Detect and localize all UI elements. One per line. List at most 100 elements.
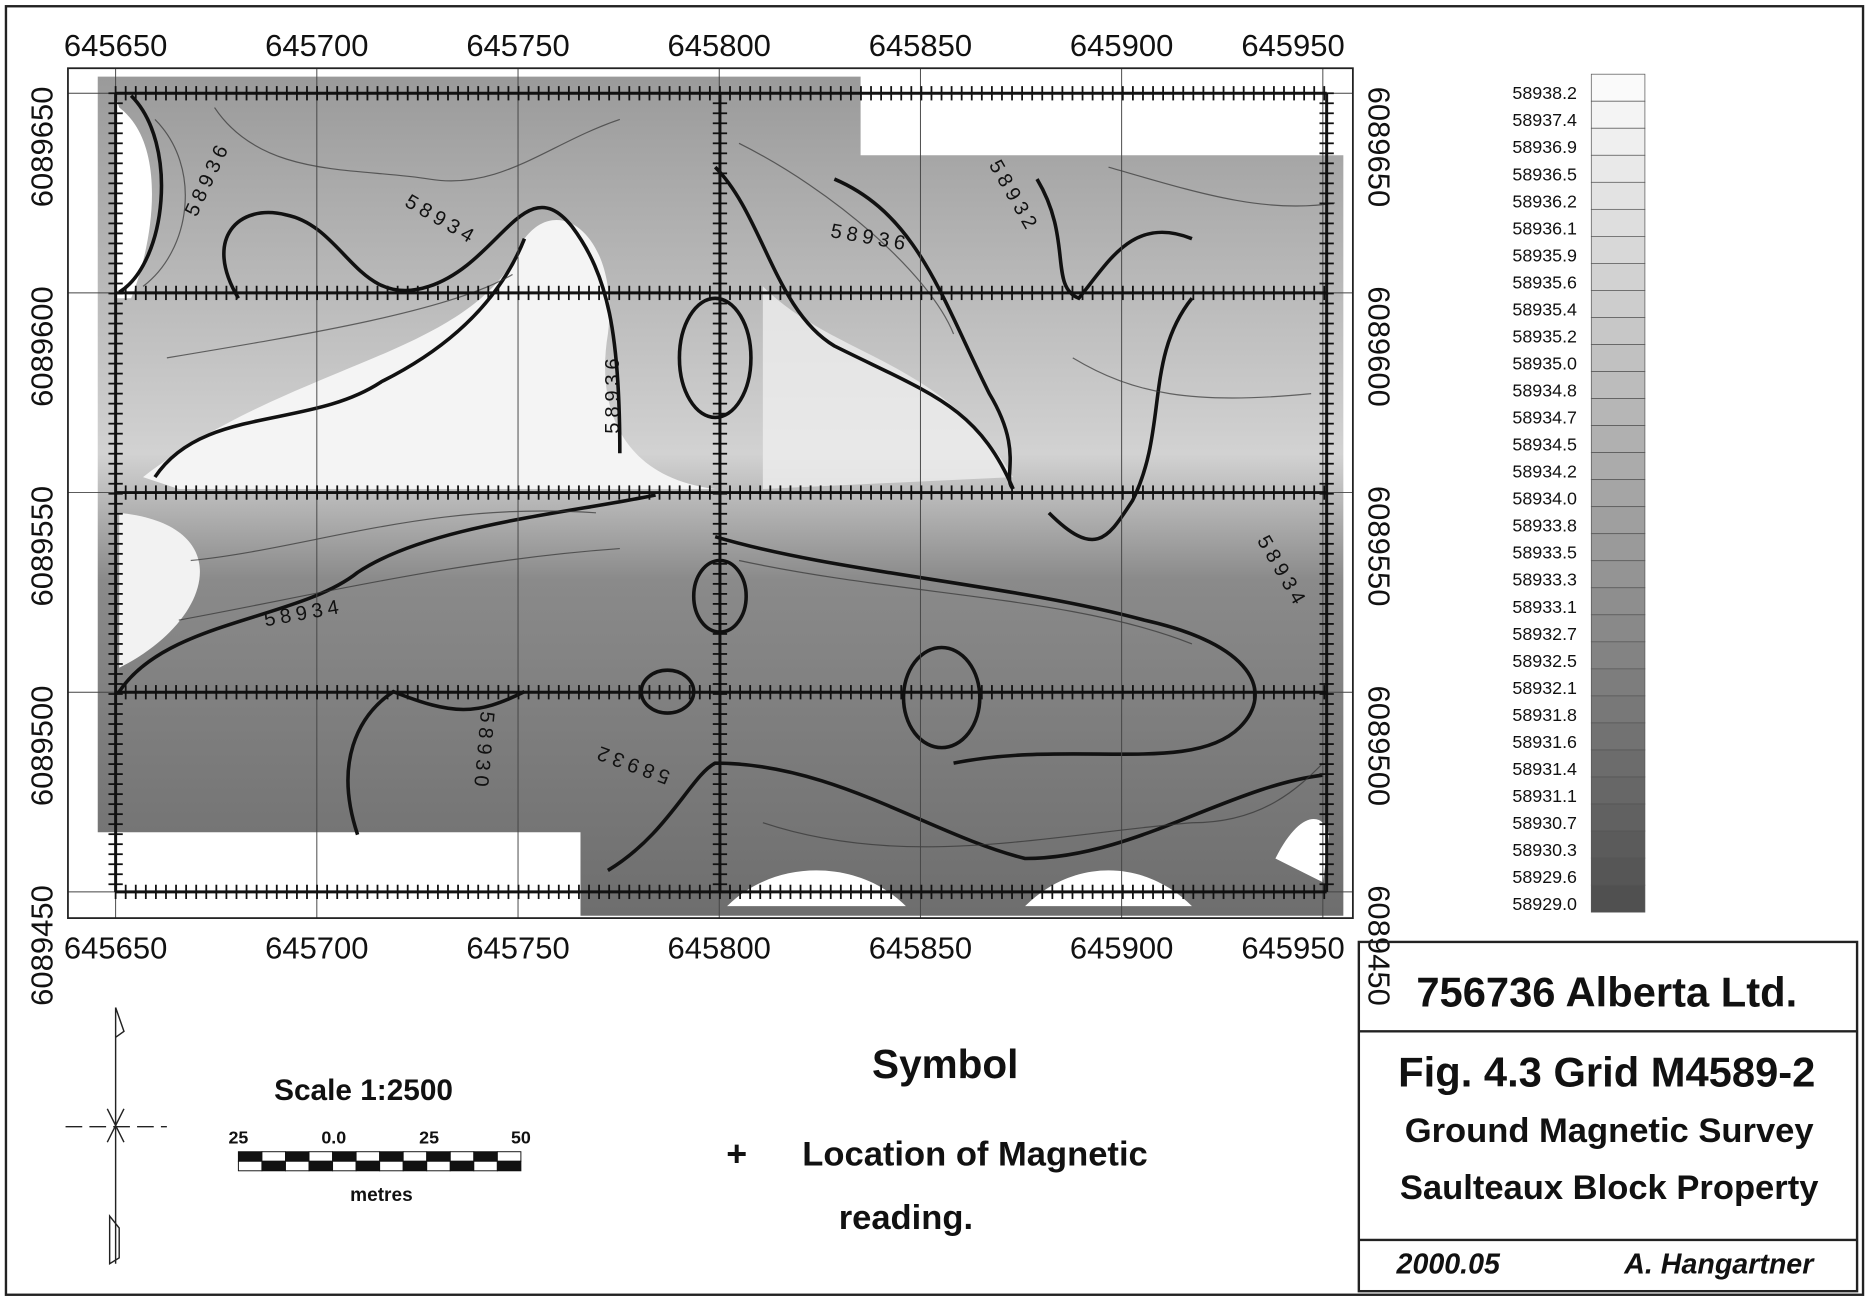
- legend-swatch: [1590, 236, 1646, 264]
- x-coordinate-label: 645900: [1070, 28, 1173, 63]
- legend-label: 58931.6: [1512, 732, 1577, 752]
- legend-label: 58930.7: [1512, 813, 1577, 833]
- legend-swatch: [1590, 317, 1646, 345]
- legend-label: 58936.1: [1512, 218, 1577, 238]
- legend-swatch: [1590, 479, 1646, 508]
- legend-label: 58932.5: [1512, 651, 1577, 671]
- x-coordinate-label: 645750: [466, 930, 569, 965]
- scale-segment: [355, 1151, 381, 1162]
- x-coordinate-label: 645850: [869, 930, 972, 965]
- x-coordinate-label: 645850: [869, 28, 972, 63]
- x-coordinate-label: 645700: [265, 930, 368, 965]
- scale-segment: [402, 1160, 428, 1172]
- x-coordinate-label: 645800: [668, 930, 771, 965]
- scale-segment: [332, 1160, 357, 1172]
- legend-swatch: [1590, 154, 1646, 183]
- scale-segment: [426, 1151, 451, 1162]
- legend-swatch: [1590, 181, 1646, 210]
- legend-label: 58935.2: [1512, 326, 1577, 346]
- legend-swatch: [1590, 398, 1646, 426]
- scale-segment: [426, 1160, 451, 1172]
- legend-swatch: [1590, 803, 1646, 832]
- legend-swatch: [1590, 857, 1646, 886]
- legend-swatch: [1590, 776, 1646, 805]
- legend-swatch: [1590, 263, 1646, 291]
- legend-label: 58933.1: [1512, 597, 1577, 617]
- legend-swatch: [1590, 884, 1646, 913]
- legend-swatch: [1590, 452, 1646, 481]
- symbol-text: Location of Magnetic: [802, 1136, 1147, 1174]
- legend-swatch: [1590, 560, 1646, 589]
- scale-segment: [496, 1160, 522, 1172]
- legend-swatch: [1590, 73, 1646, 102]
- legend-label: 58932.7: [1512, 624, 1577, 644]
- legend-label: 58933.5: [1512, 543, 1577, 563]
- legend-label: 58931.1: [1512, 786, 1577, 806]
- legend-label: 58929.0: [1512, 894, 1577, 914]
- scale-segment: [449, 1151, 475, 1162]
- scale-segment: [284, 1160, 310, 1172]
- x-coordinate-label: 645650: [64, 930, 167, 965]
- x-coordinate-label: 645700: [265, 28, 368, 63]
- x-coordinate-label: 645800: [668, 28, 771, 63]
- legend-swatch: [1590, 290, 1646, 318]
- figure-title: Fig. 4.3 Grid M4589-2: [1398, 1048, 1815, 1095]
- contour-label: 58936: [602, 354, 624, 434]
- legend-label: 58934.0: [1512, 489, 1577, 509]
- survey-lines: [108, 86, 1334, 900]
- legend-swatch: [1590, 830, 1646, 859]
- scale-segment: [496, 1151, 522, 1162]
- legend-label: 58934.5: [1512, 435, 1577, 455]
- scale-segment: [402, 1151, 428, 1162]
- y-coordinate-label: 6089500: [24, 686, 59, 807]
- legend-label: 58933.8: [1512, 516, 1577, 536]
- date: 2000.05: [1396, 1249, 1501, 1281]
- legend-label: 58936.2: [1512, 191, 1577, 211]
- scale-segment: [449, 1160, 475, 1172]
- legend-swatch: [1590, 533, 1646, 562]
- legend-label: 58936.9: [1512, 137, 1577, 157]
- scale-tick-label: 0.0: [321, 1127, 346, 1147]
- legend-swatch: [1590, 722, 1646, 751]
- legend-swatch: [1590, 587, 1646, 616]
- scale-segment: [237, 1151, 263, 1162]
- x-coordinate-label: 645750: [466, 28, 569, 63]
- legend-label: 58937.4: [1512, 110, 1577, 130]
- author: A. Hangartner: [1623, 1249, 1815, 1281]
- map-frame: [67, 67, 1354, 919]
- x-coordinate-label: 645650: [64, 28, 167, 63]
- legend-swatch: [1590, 344, 1646, 372]
- y-coordinate-label: 6089450: [24, 885, 59, 1006]
- legend-swatch: [1590, 127, 1646, 156]
- legend-label: 58934.7: [1512, 408, 1577, 428]
- legend-label: 58933.3: [1512, 570, 1577, 590]
- scale-unit: metres: [350, 1185, 413, 1206]
- symbol-text: reading.: [839, 1199, 973, 1237]
- legend-swatch: [1590, 695, 1646, 724]
- legend-label: 58934.2: [1512, 462, 1577, 482]
- scale-segment: [308, 1160, 334, 1172]
- legend-swatch: [1590, 371, 1646, 399]
- scale-segment: [379, 1151, 404, 1162]
- scale-segment: [473, 1151, 498, 1162]
- scale-tick-label: 50: [511, 1127, 531, 1147]
- legend-swatch: [1590, 425, 1646, 453]
- legend-label: 58935.0: [1512, 353, 1577, 373]
- symbol-heading: Symbol: [872, 1041, 1018, 1087]
- scale-segment: [237, 1160, 263, 1172]
- property: Saulteaux Block Property: [1400, 1169, 1819, 1207]
- legend-label: 58935.9: [1512, 245, 1577, 265]
- legend-swatch: [1590, 641, 1646, 670]
- y-coordinate-label: 6089650: [1362, 87, 1397, 208]
- scale-segment: [355, 1160, 381, 1172]
- legend-swatch: [1590, 100, 1646, 129]
- scale-segment: [308, 1151, 334, 1162]
- x-coordinate-label: 645900: [1070, 930, 1173, 965]
- legend-swatch: [1590, 208, 1646, 237]
- legend-swatch: [1590, 668, 1646, 697]
- legend-label: 58935.4: [1512, 299, 1577, 319]
- sheet-border: [4, 5, 1865, 1296]
- scale-segment: [284, 1151, 310, 1162]
- y-coordinate-label: 6089450: [1362, 885, 1397, 1006]
